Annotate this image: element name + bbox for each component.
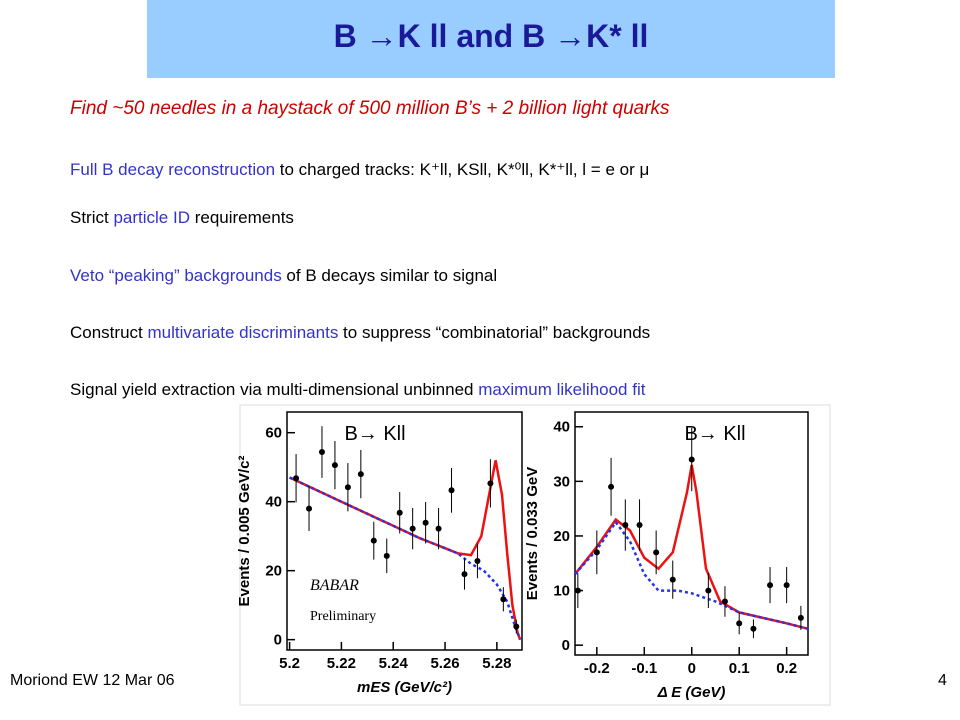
x-axis-label: mES (GeV/c²) bbox=[357, 679, 452, 696]
x-tick-label: 5.24 bbox=[379, 655, 409, 672]
x-tick-label: 0 bbox=[688, 660, 696, 677]
bullet-text: Construct bbox=[70, 323, 148, 342]
data-point bbox=[736, 620, 743, 627]
x-tick-label: 0.2 bbox=[776, 660, 797, 677]
x-axis-label: Δ E (GeV) bbox=[657, 684, 726, 701]
bullet: Strict particle ID requirements bbox=[70, 208, 294, 228]
bullet: Construct multivariate discriminants to … bbox=[70, 323, 650, 343]
bullet-text: of B decays similar to signal bbox=[281, 266, 498, 285]
y-tick-label: 20 bbox=[553, 528, 570, 545]
x-tick-label: -0.1 bbox=[631, 660, 657, 677]
data-point bbox=[622, 522, 629, 529]
y-tick-label: 30 bbox=[553, 473, 570, 490]
bullet-text: Veto “peaking” backgrounds bbox=[70, 266, 282, 285]
y-tick-label: 20 bbox=[265, 563, 282, 580]
bullet-text: to suppress “combinatorial” backgrounds bbox=[338, 323, 651, 342]
y-axis-label: Events / 0.033 GeV bbox=[524, 467, 541, 600]
annotation: B→ Kll bbox=[684, 423, 745, 445]
bullet-text: requirements bbox=[189, 208, 294, 227]
x-tick-label: 0.1 bbox=[729, 660, 750, 677]
bullet-text: to charged tracks: K⁺ll, KSll, K*⁰ll, K*… bbox=[275, 160, 650, 179]
data-point bbox=[500, 596, 507, 603]
data-point bbox=[461, 571, 468, 578]
x-tick-label: 5.2 bbox=[279, 655, 300, 672]
annotation: B→ Kll bbox=[344, 423, 405, 445]
data-point bbox=[487, 480, 494, 487]
y-axis-label: Events / 0.005 GeV/c² bbox=[236, 456, 253, 607]
data-point bbox=[474, 558, 481, 565]
data-point bbox=[669, 576, 676, 583]
title: B →K ll and B →K* ll bbox=[333, 18, 649, 54]
data-point bbox=[396, 509, 403, 516]
bullet-text: maximum likelihood fit bbox=[478, 380, 646, 399]
y-tick-label: 10 bbox=[553, 583, 570, 600]
data-point bbox=[383, 552, 390, 559]
bullet-text: Full B decay reconstruction bbox=[70, 160, 276, 179]
data-point bbox=[797, 614, 804, 621]
y-tick-label: 0 bbox=[562, 637, 570, 654]
y-tick-label: 60 bbox=[265, 425, 282, 442]
data-point bbox=[767, 582, 774, 589]
data-point bbox=[608, 483, 615, 490]
watermark: BABAR bbox=[310, 577, 359, 594]
bullet: Full B decay reconstruction to charged t… bbox=[70, 160, 649, 180]
bullet: Signal yield extraction via multi-dimens… bbox=[70, 380, 645, 400]
y-tick-label: 0 bbox=[274, 632, 282, 649]
footer: Moriond EW 12 Mar 06 bbox=[10, 672, 175, 689]
data-point bbox=[783, 582, 790, 589]
bullet-text: Signal yield extraction via multi-dimens… bbox=[70, 380, 479, 399]
data-point bbox=[370, 537, 377, 544]
data-point bbox=[357, 471, 364, 478]
data-point bbox=[435, 525, 442, 532]
x-tick-label: 5.28 bbox=[482, 655, 511, 672]
fit-curve bbox=[289, 460, 522, 641]
data-point bbox=[293, 475, 300, 482]
data-point bbox=[344, 484, 351, 491]
data-point bbox=[705, 587, 712, 594]
data-point bbox=[318, 449, 325, 456]
bullet-text: Strict bbox=[70, 208, 114, 227]
background-curve bbox=[289, 476, 522, 641]
bullet-text: particle ID bbox=[113, 208, 190, 227]
data-point bbox=[448, 487, 455, 494]
data-point bbox=[422, 519, 429, 526]
data-point bbox=[721, 598, 728, 605]
bullet-text: multivariate discriminants bbox=[147, 323, 339, 342]
data-point bbox=[513, 623, 520, 630]
data-point bbox=[636, 522, 643, 529]
background-curve bbox=[574, 520, 809, 631]
note: Preliminary bbox=[310, 609, 376, 624]
data-point bbox=[688, 456, 695, 463]
y-tick-label: 40 bbox=[553, 419, 570, 436]
x-tick-label: -0.2 bbox=[584, 660, 610, 677]
data-point bbox=[750, 625, 757, 632]
plot-frame bbox=[286, 411, 523, 651]
bullet: Veto “peaking” backgrounds of B decays s… bbox=[70, 266, 497, 286]
subtitle: Find ~50 needles in a haystack of 500 mi… bbox=[70, 98, 670, 119]
data-point bbox=[409, 525, 416, 532]
page-number: 4 bbox=[938, 672, 947, 689]
title-band bbox=[147, 0, 835, 78]
data-point bbox=[306, 505, 313, 512]
data-point bbox=[331, 462, 338, 469]
y-tick-label: 40 bbox=[265, 494, 282, 511]
x-tick-label: 5.22 bbox=[327, 655, 356, 672]
data-point bbox=[574, 587, 581, 594]
x-tick-label: 5.26 bbox=[430, 655, 459, 672]
data-point bbox=[653, 549, 660, 556]
data-point bbox=[593, 549, 600, 556]
